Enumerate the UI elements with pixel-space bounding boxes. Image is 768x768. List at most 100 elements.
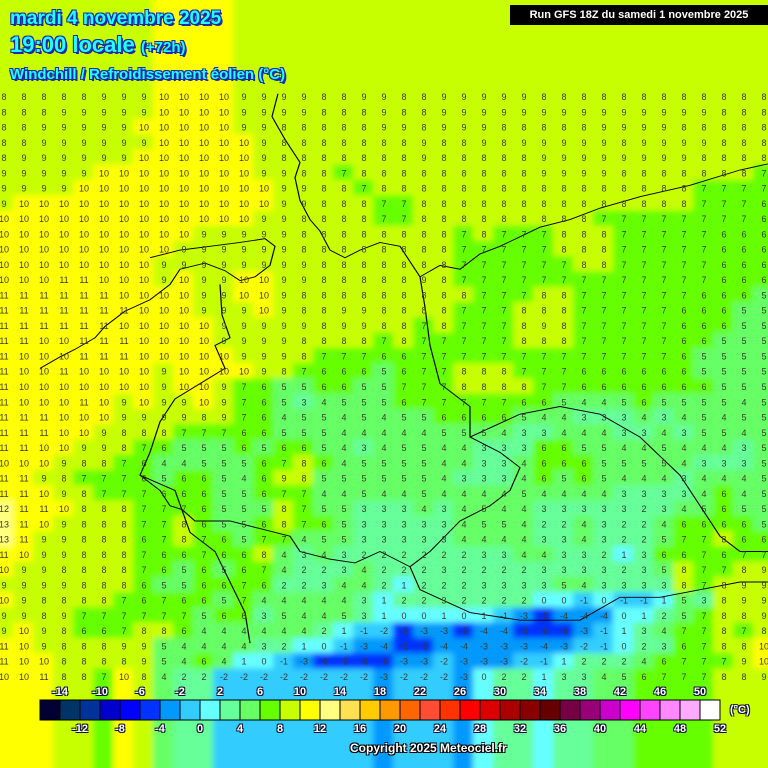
grid-value: 6 [261,413,266,423]
field-cell [13,668,35,768]
grid-value: 7 [721,214,726,224]
grid-value: 7 [761,184,766,194]
field-cell [753,210,768,228]
grid-value: 8 [461,367,466,377]
field-cell [733,332,755,350]
grid-value: 7 [661,351,666,361]
field-cell [713,118,735,137]
grid-value: 6 [741,535,746,545]
field-cell [33,363,55,381]
grid-value: 9 [101,92,106,102]
grid-value: 2 [381,580,386,590]
grid-value: 1 [441,611,446,621]
grid-value: 8 [301,214,306,224]
grid-value: 9 [241,123,246,133]
grid-value: 10 [159,199,169,209]
grid-value: 9 [221,260,226,270]
grid-value: 8 [461,168,466,178]
grid-value: 10 [759,641,768,651]
grid-value: 10 [219,184,229,194]
field-cell [233,363,255,381]
grid-value: 3 [561,565,566,575]
grid-value: -1 [620,596,628,606]
grid-value: 7 [161,535,166,545]
field-cell [93,332,115,350]
grid-value: 8 [661,184,666,194]
grid-value: 6 [721,321,726,331]
grid-value: 8 [321,290,326,300]
grid-value: 11 [99,321,108,331]
grid-value: 7 [141,550,146,560]
field-cell [553,164,575,182]
grid-value: 10 [119,229,129,239]
field-cell [733,241,755,259]
grid-value: 5 [161,641,166,651]
colorbar-unit: (°C) [730,704,750,716]
grid-value: 9 [281,306,286,316]
grid-value: 8 [61,672,66,682]
grid-value: 9 [521,138,526,148]
grid-value: 7 [581,275,586,285]
field-cell [653,302,675,320]
grid-value: 8 [721,611,726,621]
grid-value: 7 [141,519,146,529]
grid-value: 12 [0,504,9,514]
grid-value: 10 [19,550,29,560]
field-cell [113,118,135,137]
grid-value: 7 [681,245,686,255]
grid-value: -6 [540,626,548,636]
grid-value: 5 [701,367,706,377]
field-cell [173,103,195,121]
field-cell [393,317,415,335]
grid-value: 8 [441,229,446,239]
grid-value: 7 [641,290,646,300]
grid-value: -5 [460,626,468,636]
field-cell [13,0,35,106]
field-cell [593,332,615,350]
field-cell [593,378,615,396]
field-cell [693,210,715,228]
grid-value: 10 [159,229,169,239]
grid-value: 9 [681,153,686,163]
field-cell [0,347,15,366]
grid-value: 5 [421,458,426,468]
grid-value: 9 [661,153,666,163]
field-cell [213,179,235,198]
grid-value: 7 [641,336,646,346]
grid-value: 10 [0,458,9,468]
grid-value: 9 [601,107,606,117]
grid-value: 6 [761,199,766,209]
field-cell [393,302,415,320]
grid-value: 7 [681,535,686,545]
grid-value: 10 [139,260,149,270]
grid-value: 7 [621,351,626,361]
grid-value: 5 [761,474,766,484]
grid-value: 7 [561,275,566,285]
field-cell [13,103,35,121]
grid-value: 8 [541,92,546,102]
grid-value: 10 [239,153,249,163]
field-cell [73,286,95,305]
grid-value: 4 [521,504,526,514]
field-cell [753,103,768,121]
grid-value: 8 [741,611,746,621]
field-cell [673,134,695,152]
grid-value: 11 [79,397,88,407]
field-cell [213,118,235,137]
field-cell [453,317,475,335]
field-cell [413,118,435,137]
grid-value: 5 [521,413,526,423]
grid-value: 8 [461,153,466,163]
grid-value: 9 [221,275,226,285]
grid-value: 11 [119,351,128,361]
grid-value: 3 [481,580,486,590]
grid-value: 8 [661,168,666,178]
field-cell [333,149,355,167]
field-cell [113,149,135,167]
grid-value: 7 [701,199,706,209]
grid-value: 11 [0,290,9,300]
grid-value: 3 [561,550,566,560]
grid-value: 3 [561,672,566,682]
field-cell [33,103,55,121]
grid-value: 8 [461,382,466,392]
